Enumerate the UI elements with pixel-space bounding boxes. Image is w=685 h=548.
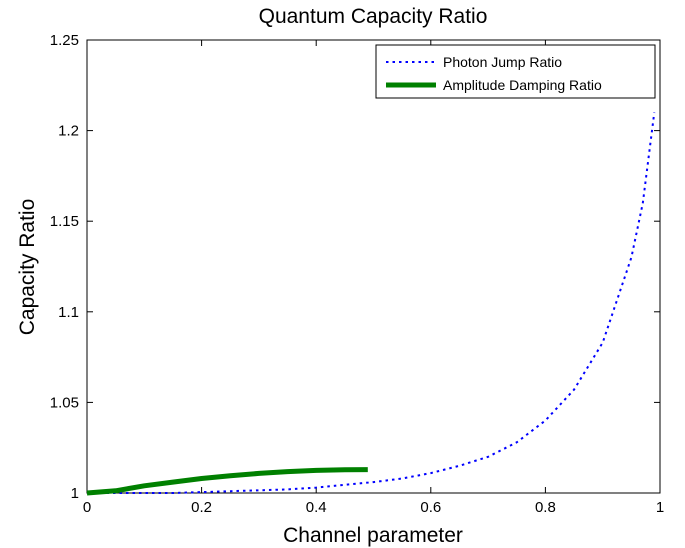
y-axis-label: Capacity Ratio (16, 199, 39, 336)
y-tick-label: 1.15 (50, 213, 79, 230)
amplitude-damping-ratio-line (86, 467, 368, 496)
y-tick-label: 1.25 (50, 32, 79, 49)
x-tick-label: 0.6 (420, 499, 441, 516)
y-tick-label: 1.1 (58, 304, 79, 321)
y-tick-label: 1.2 (58, 123, 79, 140)
legend-entry-label: Amplitude Damping Ratio (443, 77, 602, 93)
legend-box (375, 44, 656, 99)
x-tick-label: 0 (83, 499, 91, 516)
series-layer (86, 112, 656, 496)
x-tick-label: 1 (656, 499, 664, 516)
chart-title: Quantum Capacity Ratio (259, 5, 488, 28)
x-axis-label: Channel parameter (283, 524, 463, 547)
axis-ticks: 0 0.2 0.4 0.6 0.8 1 1 1.05 1.1 1.15 1.2 1.25 (50, 32, 664, 516)
photon-jump-ratio-line (87, 112, 656, 494)
legend: Photon Jump Ratio Amplitude Damping Ratio (375, 44, 656, 99)
x-tick-label: 0.4 (306, 499, 327, 516)
legend-entry-label: Photon Jump Ratio (443, 54, 562, 70)
x-tick-label: 0.8 (535, 499, 556, 516)
plot-area-frame (86, 39, 661, 494)
x-tick-label: 0.2 (191, 499, 212, 516)
y-tick-label: 1 (71, 485, 79, 502)
y-tick-label: 1.05 (50, 394, 79, 411)
